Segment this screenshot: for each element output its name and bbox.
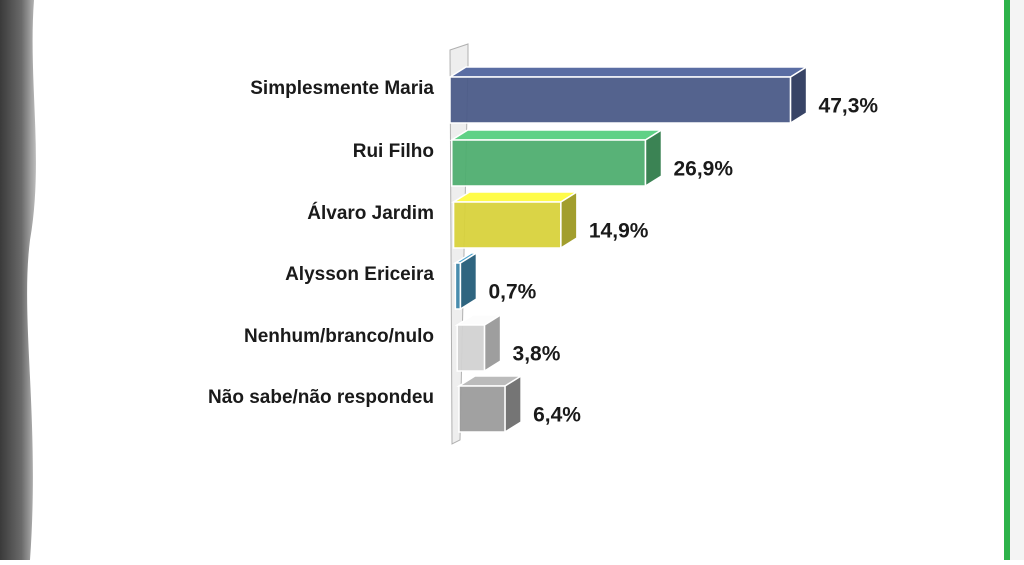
category-label: Alysson Ericeira <box>285 264 434 285</box>
right-border <box>1004 0 1010 560</box>
value-label: 6,4% <box>533 404 581 427</box>
bar <box>456 374 524 434</box>
bar <box>454 313 504 373</box>
value-label: 14,9% <box>589 220 649 243</box>
value-label: 26,9% <box>673 158 733 181</box>
category-label: Nenhum/branco/nulo <box>244 326 434 347</box>
bar-side <box>644 128 663 188</box>
bar-side <box>483 313 502 373</box>
bar-front <box>458 385 506 433</box>
category-label: Não sabe/não respondeu <box>208 387 434 408</box>
value-label: 47,3% <box>819 95 879 118</box>
bar-top <box>450 191 580 203</box>
bar-side <box>789 65 808 125</box>
value-label: 3,8% <box>513 343 561 366</box>
bar <box>449 128 665 188</box>
bar-front <box>451 139 647 187</box>
bar-front <box>452 201 562 249</box>
bar <box>450 190 580 250</box>
bar-side <box>459 251 478 311</box>
bar-front <box>454 262 462 310</box>
bar <box>452 251 480 311</box>
bar-side <box>560 190 578 250</box>
left-border <box>0 0 36 560</box>
value-label: 0,7% <box>488 281 536 304</box>
category-label: Simplesmente Maria <box>250 78 434 99</box>
bar-top <box>449 129 665 141</box>
bar-front <box>456 324 486 372</box>
category-label: Álvaro Jardim <box>307 202 434 224</box>
category-label: Rui Filho <box>353 141 434 162</box>
bar-side <box>504 374 522 434</box>
bar-front <box>449 76 792 124</box>
right-margin <box>1010 0 1024 560</box>
bar-top <box>447 66 810 78</box>
bar <box>447 65 810 125</box>
